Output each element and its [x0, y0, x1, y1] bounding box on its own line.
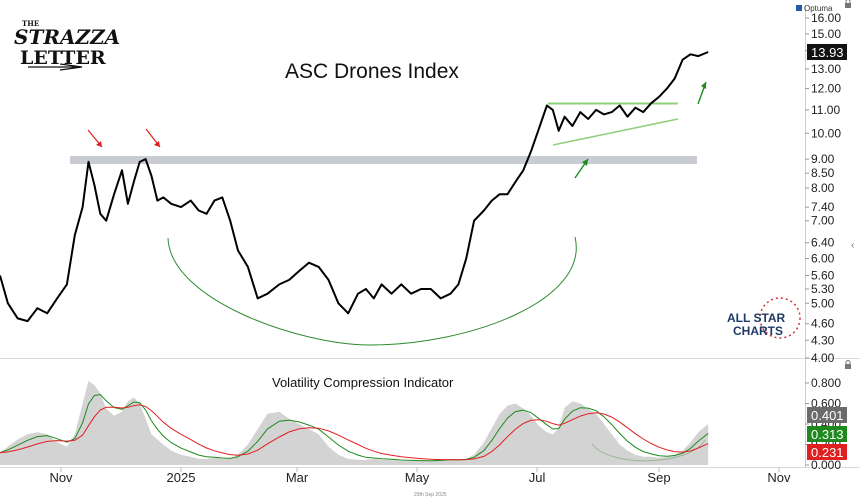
price-tick-label: 5.00 — [811, 296, 835, 310]
watermark-line1: ALL STAR — [727, 311, 786, 325]
logo-line1-text: STRAZZA — [14, 25, 120, 49]
price-series-group — [0, 51, 709, 323]
price-tick-label: 11.00 — [811, 103, 840, 117]
x-tick-label: Jul — [529, 470, 546, 485]
price-tick-label: 15.00 — [811, 27, 841, 41]
price-tick-label: 5.60 — [811, 268, 835, 282]
footer-date: 29th Sep 2025 — [414, 492, 447, 498]
x-tick-label: Sep — [647, 470, 670, 485]
optuma-icon — [796, 5, 802, 11]
price-tick-label: 4.60 — [811, 317, 835, 331]
x-tick-label: Nov — [767, 470, 791, 485]
annotations — [70, 81, 707, 462]
vendor-label: Optuma — [804, 4, 833, 13]
logo-top-text: THE — [22, 19, 39, 28]
vci-green-badge: 0.313 — [811, 427, 844, 442]
green-arrow-icon — [697, 81, 707, 105]
price-tick-label: 7.00 — [811, 214, 835, 228]
lock-icon[interactable] — [845, 360, 851, 370]
vci-tick-label: 0.800 — [811, 376, 841, 390]
price-tick-label: 8.50 — [811, 166, 835, 180]
resistance-band — [70, 156, 697, 164]
vci-red-badge-bg — [807, 444, 847, 460]
indicator-title: Volatility Compression Indicator — [272, 375, 454, 390]
price-y-axis: 16.0015.0014.0013.0012.0011.0010.009.008… — [805, 11, 841, 365]
price-tick-label: 5.30 — [811, 282, 835, 296]
rounding-bottom-arc — [167, 236, 577, 346]
red-arrow-icon — [145, 128, 161, 148]
price-tick-label: 4.00 — [811, 351, 835, 365]
value-badges: 13.93 0.401 0.313 0.231 — [807, 43, 847, 460]
price-tick-label: 8.00 — [811, 181, 835, 195]
x-tick-label: 2025 — [167, 470, 196, 485]
price-tick-label: 4.30 — [811, 333, 835, 347]
last-price-badge-bg — [807, 43, 847, 60]
strazza-letter-logo: THE STRAZZA LETTER — [14, 19, 120, 71]
vci-value-badge: 0.401 — [811, 408, 844, 423]
x-axis: Nov 2025 Mar May Jul Sep Nov — [49, 467, 791, 485]
vci-value-badge-bg — [807, 407, 847, 423]
price-tick-label: 10.00 — [811, 126, 841, 140]
all-star-charts-watermark: ALL STAR CHARTS — [727, 297, 801, 339]
vci-red-line — [0, 404, 709, 461]
price-tick-label: 7.40 — [811, 200, 835, 214]
price-line — [0, 51, 709, 323]
price-tick-label: 9.00 — [811, 152, 835, 166]
price-tick-label: 13.00 — [811, 62, 841, 76]
price-tick-label: 16.00 — [811, 11, 841, 25]
price-tick-label: 6.00 — [811, 252, 835, 266]
x-tick-label: Nov — [49, 470, 73, 485]
channel-bottom-line — [552, 118, 679, 146]
x-tick-label: Mar — [286, 470, 309, 485]
price-tick-label: 12.00 — [811, 82, 841, 96]
red-arrow-icon — [87, 129, 103, 148]
star-ring-icon — [759, 297, 801, 339]
logo-line2-text: LETTER — [20, 47, 106, 69]
collapse-chevron-icon[interactable]: ‹ — [851, 240, 854, 251]
vci-area — [0, 380, 709, 465]
vci-series-group — [0, 380, 709, 465]
green-arrow-icon — [574, 158, 589, 179]
last-price-badge: 13.93 — [811, 45, 844, 60]
price-tick-label: 6.40 — [811, 236, 835, 250]
vci-green-badge-bg — [807, 426, 847, 442]
vci-green-line — [0, 393, 709, 462]
watermark-line2: CHARTS — [733, 324, 783, 338]
x-tick-label: May — [405, 470, 430, 485]
vci-tick-label: 0.000 — [811, 458, 841, 472]
lock-icon[interactable] — [845, 0, 851, 8]
chart-title: ASC Drones Index — [285, 60, 459, 83]
quill-icon — [28, 63, 83, 71]
vci-red-badge: 0.231 — [811, 445, 844, 460]
